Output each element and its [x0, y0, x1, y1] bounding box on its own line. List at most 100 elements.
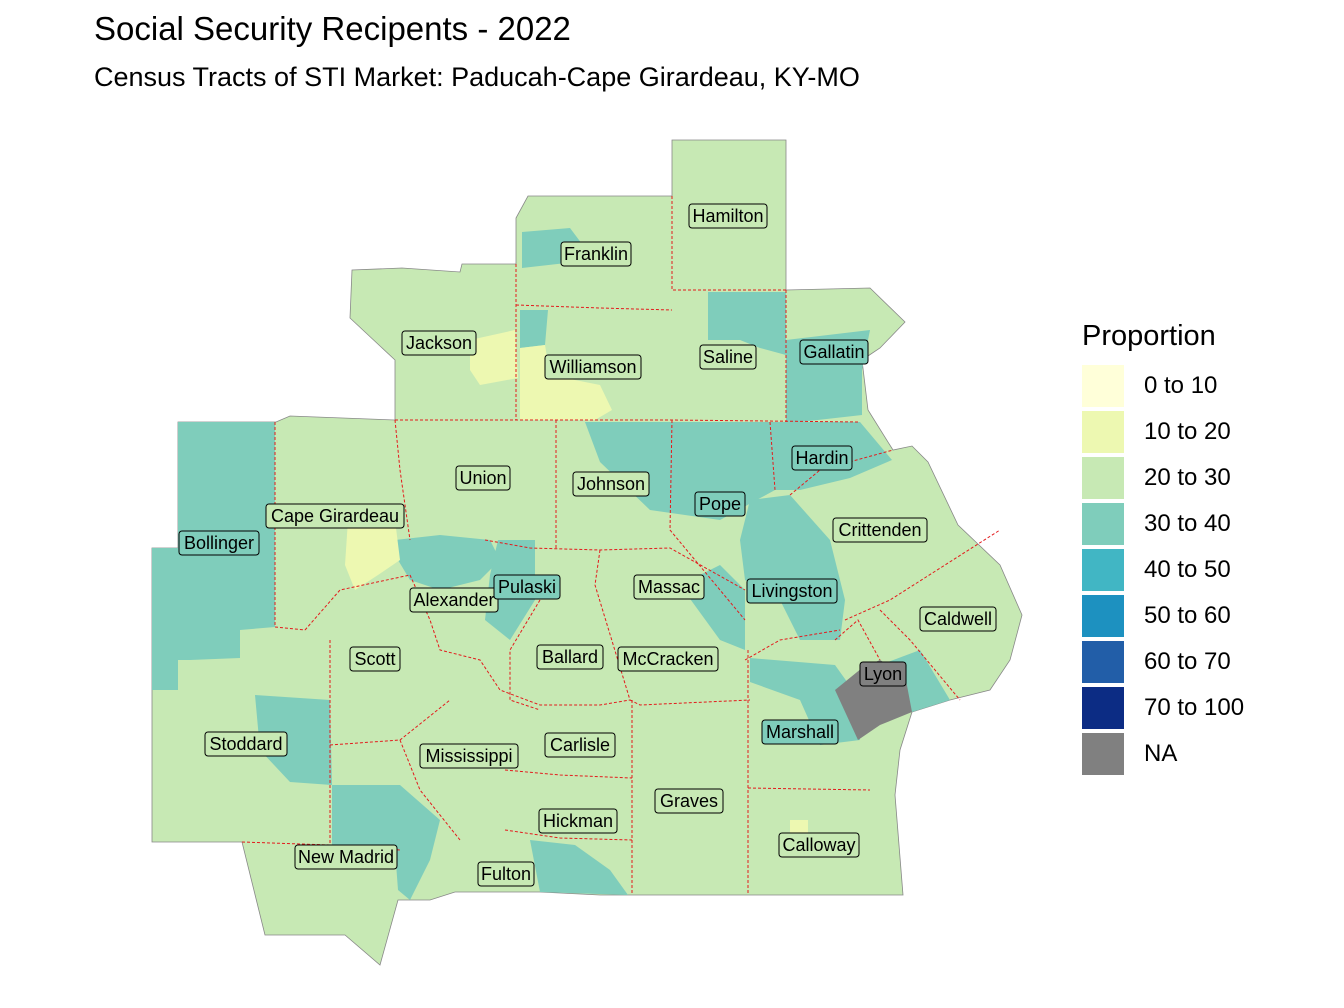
border-mississippi: [399, 739, 461, 841]
tract-cape-girardeau-light: [345, 520, 400, 590]
label-text: Pulaski: [498, 577, 556, 597]
border-pope-hardin: [769, 421, 776, 491]
label-text: Bollinger: [184, 533, 254, 553]
legend-label: 10 to 20: [1144, 418, 1231, 445]
label-text: Massac: [638, 577, 700, 597]
label-text: Saline: [703, 347, 753, 367]
label-caldwell: Caldwell: [919, 606, 997, 632]
label-text: Crittenden: [838, 520, 921, 540]
label-pulaski: Pulaski: [493, 574, 561, 600]
border-bollinger-east: [274, 422, 306, 631]
tract-saline: [708, 292, 786, 355]
legend-swatch: [1082, 641, 1124, 683]
label-text: Caldwell: [924, 609, 992, 629]
label-text: Ballard: [542, 647, 598, 667]
label-alexander: Alexander: [409, 587, 499, 613]
label-saline: Saline: [699, 344, 757, 370]
label-stoddard: Stoddard: [204, 731, 288, 757]
border-mccracken-graves: [629, 699, 751, 706]
county-borders: [241, 196, 1001, 895]
tract-jackson-light: [470, 330, 518, 385]
label-livingston: Livingston: [746, 578, 838, 604]
label-bollinger: Bollinger: [178, 530, 260, 556]
label-franklin: Franklin: [560, 241, 632, 267]
legend-swatch: [1082, 365, 1124, 407]
label-ballard: Ballard: [536, 644, 604, 670]
label-text: Union: [459, 468, 506, 488]
map-title: Social Security Recipents - 2022: [94, 10, 571, 47]
border-johnson-east: [669, 419, 746, 621]
border-river-1: [409, 574, 631, 706]
legend-swatch: [1082, 503, 1124, 545]
label-text: Franklin: [564, 244, 628, 264]
legend-label: NA: [1144, 740, 1178, 767]
legend-label: 50 to 60: [1144, 602, 1231, 629]
legend-label: 0 to 10: [1144, 372, 1218, 399]
border-hamilton: [671, 196, 786, 291]
label-scott: Scott: [349, 646, 401, 672]
legend-title: Proportion: [1082, 320, 1216, 352]
label-fulton: Fulton: [477, 861, 535, 887]
tract-calloway-light: [790, 820, 808, 836]
label-graves: Graves: [654, 788, 724, 814]
label-text: Hamilton: [692, 206, 763, 226]
label-mccracken: McCracken: [617, 646, 719, 672]
map-subtitle: Census Tracts of STI Market: Paducah-Cap…: [94, 62, 860, 92]
label-text: Graves: [660, 791, 718, 811]
legend-item: 20 to 30: [1082, 455, 1244, 501]
tract-williamson-north: [520, 310, 548, 348]
label-gallatin: Gallatin: [799, 339, 869, 365]
label-text: Johnson: [577, 474, 645, 494]
label-marshall: Marshall: [761, 719, 839, 745]
border-calloway-north: [747, 787, 871, 791]
legend-item: 40 to 50: [1082, 547, 1244, 593]
label-pope: Pope: [694, 491, 746, 517]
border-crittenden-south: [844, 529, 1001, 621]
legend-item: 10 to 20: [1082, 409, 1244, 455]
label-cape-girardeau: Cape Girardeau: [265, 503, 405, 529]
label-hickman: Hickman: [538, 808, 618, 834]
label-text: McCracken: [622, 649, 713, 669]
border-scott-cape: [304, 574, 411, 631]
legend-swatch: [1082, 595, 1124, 637]
legend-item: 50 to 60: [1082, 593, 1244, 639]
label-mississippi: Mississippi: [419, 743, 519, 769]
county-labels: Hamilton Franklin Jackson Williamson Sal…: [178, 203, 997, 887]
border-caldwell: [879, 609, 961, 701]
label-crittenden: Crittenden: [832, 517, 928, 543]
label-text: Fulton: [481, 864, 531, 884]
label-text: Calloway: [782, 835, 855, 855]
label-union: Union: [455, 465, 511, 491]
label-text: Livingston: [751, 581, 832, 601]
tract-bollinger: [152, 422, 275, 690]
legend-item: 70 to 100: [1082, 685, 1244, 731]
legend-swatch: [1082, 457, 1124, 499]
legend-item: 30 to 40: [1082, 501, 1244, 547]
tract-stoddard: [255, 695, 332, 785]
label-calloway: Calloway: [778, 832, 860, 858]
legend-item: NA: [1082, 731, 1244, 777]
label-text: Carlisle: [550, 735, 610, 755]
label-text: Pope: [699, 494, 741, 514]
label-jackson: Jackson: [401, 330, 477, 356]
tract-livingston: [740, 495, 845, 640]
legend-label: 60 to 70: [1144, 648, 1231, 675]
tracts-10-to-20: [345, 330, 808, 836]
label-text: Alexander: [413, 590, 494, 610]
legend-label: 70 to 100: [1144, 694, 1245, 721]
legend-swatch: [1082, 687, 1124, 729]
border-livingston-south: [744, 629, 841, 661]
tract-alexander: [395, 535, 500, 590]
label-text: Williamson: [549, 357, 636, 377]
legend-item: 60 to 70: [1082, 639, 1244, 685]
label-text: Hardin: [795, 448, 848, 468]
tract-fulton: [530, 840, 628, 895]
border-hickman-south: [504, 829, 633, 841]
label-text: Lyon: [864, 664, 902, 684]
label-hamilton: Hamilton: [688, 203, 768, 229]
label-text: Scott: [354, 649, 395, 669]
legend-swatch: [1082, 733, 1124, 775]
label-text: Jackson: [406, 333, 472, 353]
legend-label: 30 to 40: [1144, 510, 1231, 537]
label-text: Gallatin: [803, 342, 864, 362]
